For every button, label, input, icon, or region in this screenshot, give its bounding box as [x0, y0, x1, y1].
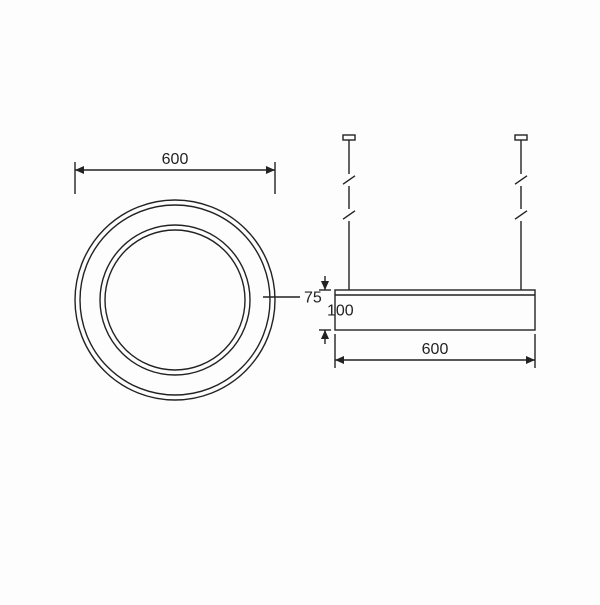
technical-drawing: 600 75 100 600	[0, 0, 600, 600]
ring-thickness-label: 75	[304, 290, 322, 307]
top-width-label: 600	[162, 151, 189, 168]
side-width-label: 600	[422, 341, 449, 358]
side-height-label: 100	[327, 303, 354, 320]
